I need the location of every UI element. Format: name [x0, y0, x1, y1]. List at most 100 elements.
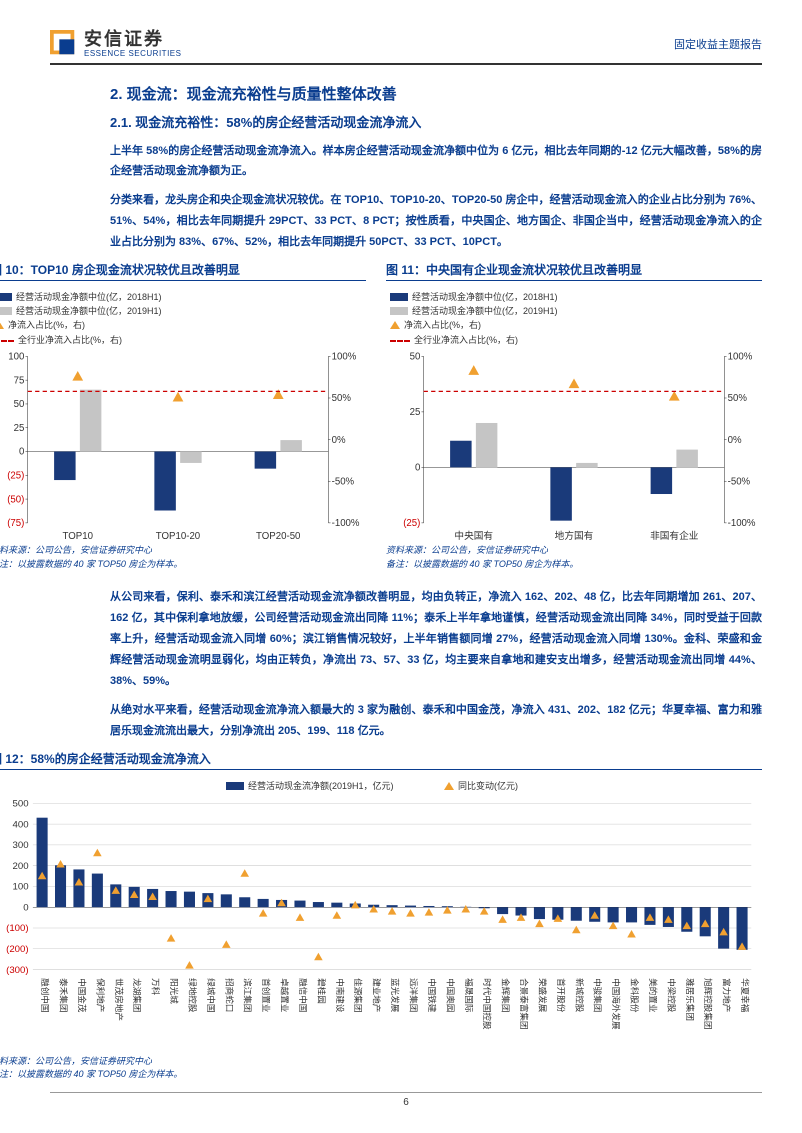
- svg-text:(200): (200): [6, 943, 28, 954]
- logo-cn: 安信证券: [84, 30, 181, 50]
- paragraph-1: 上半年 58%的房企经营活动现金流净流入。样本房企经营活动现金流净额中位为 6 …: [110, 141, 762, 183]
- svg-text:50: 50: [14, 399, 25, 410]
- section-heading: 2. 现金流：现金流充裕性与质量性整体改善: [110, 83, 762, 104]
- svg-text:保利地产: 保利地产: [95, 978, 106, 1012]
- fig11-legend: 经营活动现金净额中位(亿，2018H1) 经营活动现金净额中位(亿，2019H1…: [386, 287, 762, 351]
- page-header: 安信证券 ESSENCE SECURITIES 固定收益主题报告: [50, 30, 762, 65]
- fig10-title: 图 10：TOP10 房企现金流状况较优且改善明显: [0, 261, 366, 281]
- fig10-legend: 经营活动现金净额中位(亿，2018H1) 经营活动现金净额中位(亿，2019H1…: [0, 287, 366, 351]
- fig10-note: 备注：以披露数据的 40 家 TOP50 房企为样本。: [0, 558, 366, 572]
- svg-text:75: 75: [14, 375, 25, 386]
- svg-text:新城控股: 新城控股: [574, 978, 585, 1013]
- header-category: 固定收益主题报告: [674, 36, 762, 52]
- svg-text:100: 100: [8, 352, 24, 363]
- svg-text:融信中国: 融信中国: [298, 978, 309, 1012]
- fig10-chart: 1007550250(25)(50)(75)100%50%0%-50%-100%…: [0, 351, 366, 544]
- svg-text:地方国有: 地方国有: [555, 530, 594, 542]
- svg-text:0: 0: [415, 463, 420, 474]
- svg-text:泰禾集团: 泰禾集团: [59, 978, 70, 1012]
- fig12-source: 资料来源：公司公告，安信证券研究中心: [0, 1055, 762, 1069]
- figure-10: 图 10：TOP10 房企现金流状况较优且改善明显 经营活动现金净额中位(亿，2…: [0, 261, 366, 581]
- svg-text:200: 200: [13, 860, 29, 871]
- svg-text:-50%: -50%: [332, 476, 355, 487]
- svg-text:(25): (25): [7, 471, 24, 482]
- svg-text:中国奥园: 中国奥园: [445, 978, 456, 1012]
- svg-text:400: 400: [13, 819, 29, 830]
- page-number: 6: [50, 1092, 762, 1108]
- fig12-note: 备注：以披露数据的 40 家 TOP50 房企为样本。: [0, 1068, 762, 1082]
- svg-text:0: 0: [23, 902, 28, 913]
- svg-text:TOP10: TOP10: [63, 531, 93, 542]
- svg-text:融创中国: 融创中国: [40, 978, 51, 1012]
- svg-text:龙湖集团: 龙湖集团: [132, 978, 143, 1012]
- logo: 安信证券 ESSENCE SECURITIES: [50, 30, 181, 59]
- svg-text:-100%: -100%: [728, 518, 756, 529]
- svg-text:阳光城: 阳光城: [169, 978, 180, 1004]
- figure-row: 图 10：TOP10 房企现金流状况较优且改善明显 经营活动现金净额中位(亿，2…: [0, 261, 762, 581]
- fig12-title: 图 12：58%的房企经营活动现金流净流入: [0, 750, 762, 770]
- svg-text:中央国有: 中央国有: [454, 530, 493, 542]
- svg-text:金辉集团: 金辉集团: [501, 978, 512, 1012]
- svg-text:(100): (100): [6, 923, 28, 934]
- svg-text:中南建设: 中南建设: [335, 978, 346, 1013]
- svg-text:(25): (25): [403, 518, 420, 529]
- fig11-chart: 50250(25)100%50%0%-50%-100%中央国有地方国有非国有企业: [386, 351, 762, 544]
- svg-text:25: 25: [14, 423, 25, 434]
- svg-text:华夏幸福: 华夏幸福: [740, 978, 751, 1013]
- logo-en: ESSENCE SECURITIES: [84, 50, 181, 59]
- svg-text:万科: 万科: [151, 978, 162, 996]
- svg-text:-100%: -100%: [332, 518, 360, 529]
- svg-text:(300): (300): [6, 964, 28, 975]
- svg-text:碧桂园: 碧桂园: [316, 978, 327, 1004]
- fig12-chart: 5004003002001000(100)(200)(300)融创中国泰禾集团中…: [0, 798, 762, 1055]
- svg-text:非国有企业: 非国有企业: [650, 530, 699, 542]
- fig11-source: 资料来源：公司公告，安信证券研究中心: [386, 544, 762, 558]
- svg-text:时代中国控股: 时代中国控股: [482, 978, 493, 1030]
- svg-text:招商蛇口: 招商蛇口: [224, 978, 235, 1012]
- svg-text:建业地产: 建业地产: [372, 978, 383, 1012]
- fig10-source: 资料来源：公司公告，安信证券研究中心: [0, 544, 366, 558]
- svg-text:50%: 50%: [332, 393, 352, 404]
- svg-text:绿地控股: 绿地控股: [187, 978, 198, 1013]
- svg-text:富力地产: 富力地产: [722, 978, 733, 1012]
- fig11-title: 图 11：中央国有企业现金流状况较优且改善明显: [386, 261, 762, 281]
- svg-text:世茂房地产: 世茂房地产: [114, 978, 125, 1021]
- svg-text:金科股份: 金科股份: [630, 978, 641, 1013]
- paragraph-4: 从绝对水平来看，经营活动现金流净流入额最大的 3 家为融创、泰禾和中国金茂，净流…: [110, 700, 762, 742]
- subsection-heading: 2.1. 现金流充裕性：58%的房企经营活动现金流净流入: [110, 112, 762, 131]
- svg-text:100%: 100%: [728, 352, 753, 363]
- svg-text:荣盛发展: 荣盛发展: [537, 978, 548, 1013]
- fig11-note: 备注：以披露数据的 40 家 TOP50 房企为样本。: [386, 558, 762, 572]
- svg-text:TOP10-20: TOP10-20: [156, 531, 200, 542]
- svg-text:福晟国际: 福晟国际: [464, 978, 474, 1013]
- paragraph-3: 从公司来看，保利、泰禾和滨江经营活动现金流净额改善明显，均由负转正，净流入 16…: [110, 587, 762, 691]
- svg-text:500: 500: [13, 798, 29, 809]
- paragraph-2: 分类来看，龙头房企和央企现金流状况较优。在 TOP10、TOP10-20、TOP…: [110, 190, 762, 253]
- svg-text:旭辉控股集团: 旭辉控股集团: [703, 978, 714, 1029]
- svg-text:美的置业: 美的置业: [648, 978, 659, 1013]
- svg-text:佳源集团: 佳源集团: [353, 978, 364, 1012]
- svg-text:首开股份: 首开股份: [556, 978, 567, 1013]
- svg-text:合景泰富集团: 合景泰富集团: [519, 978, 530, 1029]
- svg-text:中国金茂: 中国金茂: [77, 978, 88, 1013]
- content-area: 2. 现金流：现金流充裕性与质量性整体改善 2.1. 现金流充裕性：58%的房企…: [50, 83, 762, 253]
- figure-11: 图 11：中央国有企业现金流状况较优且改善明显 经营活动现金净额中位(亿，201…: [386, 261, 762, 581]
- svg-text:50: 50: [410, 352, 421, 363]
- page: 安信证券 ESSENCE SECURITIES 固定收益主题报告 2. 现金流：…: [0, 0, 802, 1128]
- svg-text:0%: 0%: [728, 435, 742, 446]
- svg-text:100%: 100%: [332, 352, 357, 363]
- content-area-2: 从公司来看，保利、泰禾和滨江经营活动现金流净额改善明显，均由负转正，净流入 16…: [50, 587, 762, 741]
- svg-text:25: 25: [410, 407, 421, 418]
- svg-text:滨江集团: 滨江集团: [243, 978, 254, 1012]
- svg-text:-50%: -50%: [728, 476, 751, 487]
- svg-text:中国海外发展: 中国海外发展: [611, 978, 622, 1030]
- svg-text:中骏集团: 中骏集团: [593, 978, 604, 1012]
- svg-text:中国铁建: 中国铁建: [427, 978, 438, 1013]
- svg-text:雅居乐集团: 雅居乐集团: [685, 978, 696, 1021]
- logo-icon: [50, 30, 78, 58]
- svg-text:0%: 0%: [332, 435, 346, 446]
- svg-text:首创置业: 首创置业: [261, 978, 272, 1013]
- svg-text:(50): (50): [7, 494, 24, 505]
- svg-text:TOP20-50: TOP20-50: [256, 531, 300, 542]
- figure-12: 图 12：58%的房企经营活动现金流净流入 经营活动现金流净额(2019H1，亿…: [0, 750, 762, 1082]
